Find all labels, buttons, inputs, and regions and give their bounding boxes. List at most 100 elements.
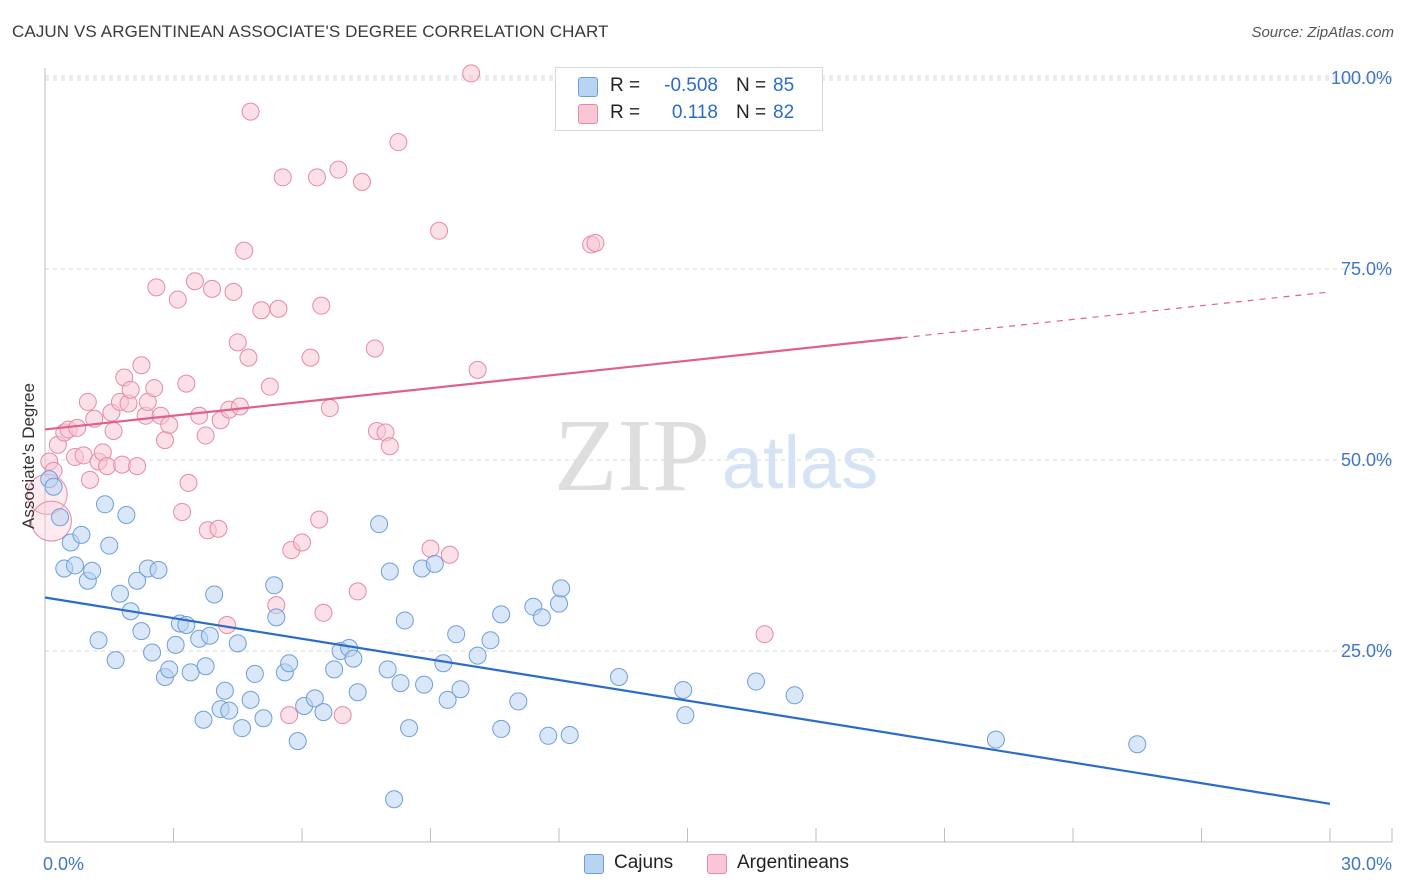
cajun-point xyxy=(425,554,444,573)
argentinean-point xyxy=(173,502,192,521)
argentinean-point xyxy=(310,510,329,529)
cajun-point xyxy=(50,508,69,527)
cajun-point xyxy=(95,495,114,514)
watermark-atlas: atlas xyxy=(722,421,878,504)
cajun-point xyxy=(325,660,344,679)
argentinean-point xyxy=(280,706,299,725)
argentinean-point xyxy=(78,392,97,411)
legend-n-label: N = xyxy=(736,75,767,96)
argentinean-point xyxy=(128,457,147,476)
argentinean-point xyxy=(430,221,449,240)
trendlines xyxy=(44,291,1331,805)
cajun-point xyxy=(378,660,397,679)
cajun-point xyxy=(481,631,500,650)
cajun-point xyxy=(1128,735,1147,754)
argentinean-point xyxy=(269,299,288,318)
argentinean-point xyxy=(301,348,320,367)
legend-r-value: 0.118 xyxy=(671,102,718,123)
argentinean-point xyxy=(307,168,326,187)
argentinean-point xyxy=(228,333,247,352)
cajun-point xyxy=(344,649,363,668)
cajun-point xyxy=(609,667,628,686)
argentinean-point xyxy=(104,421,123,440)
argentinean-point xyxy=(147,278,166,297)
cajun-point xyxy=(447,625,466,644)
legend-swatch-cajuns xyxy=(578,77,598,97)
argentinean-point xyxy=(80,470,99,489)
argentinean-point xyxy=(333,706,352,725)
x-tick-label-max: 30.0% xyxy=(1341,854,1392,874)
cajun-point xyxy=(166,635,185,654)
cajun-point xyxy=(205,585,224,604)
cajun-point xyxy=(370,515,389,534)
watermark-zip: ZIP xyxy=(554,398,710,513)
cajun-point xyxy=(181,663,200,682)
y-tick-label: 100.0% xyxy=(1331,68,1392,88)
correlation-legend: R = -0.508 N = 85 R = 0.118 N = 82 xyxy=(555,67,823,131)
series-legend: Cajuns Argentineans xyxy=(0,852,1406,878)
legend-r-label: R = xyxy=(610,102,641,123)
y-tick-label: 75.0% xyxy=(1341,259,1392,279)
argentinean-point xyxy=(586,234,605,253)
cajun-point xyxy=(220,701,239,720)
cajun-point xyxy=(245,664,264,683)
argentinean-point xyxy=(252,301,271,320)
cajun-point xyxy=(265,576,284,595)
cajun-point xyxy=(391,674,410,693)
cajun-point xyxy=(233,719,252,738)
cajun-point xyxy=(492,719,511,738)
argentinean-point xyxy=(468,360,487,379)
cajun-point xyxy=(747,672,766,691)
argentinean-point xyxy=(293,533,311,552)
cajun-point xyxy=(241,690,260,709)
cajun-point xyxy=(676,706,695,725)
argentinean-point xyxy=(179,473,198,492)
cajun-point xyxy=(560,726,579,745)
cajun-point xyxy=(83,561,102,580)
source-label: Source: ZipAtlas.com xyxy=(1251,24,1394,41)
cajun-point xyxy=(228,634,247,653)
argentinean-point xyxy=(209,519,228,538)
legend-n-value: 82 xyxy=(773,102,795,123)
cajun-point xyxy=(143,643,162,662)
argentinean-point xyxy=(421,539,440,558)
cajuns-points xyxy=(40,470,1147,809)
argentinean-point xyxy=(113,455,132,474)
argentinean-point xyxy=(380,437,399,456)
argentinean-point xyxy=(155,431,174,450)
legend-n-value: 85 xyxy=(773,75,795,96)
argentinean-point xyxy=(241,102,260,121)
cajun-point xyxy=(132,622,151,641)
cajun-point xyxy=(492,605,511,624)
x-tick-label-min: 0.0% xyxy=(43,854,84,874)
argentinean-point xyxy=(121,380,140,399)
cajun-point xyxy=(200,626,219,645)
cajun-point xyxy=(65,556,84,575)
argentinean-point xyxy=(314,603,333,622)
argentinean-point xyxy=(145,379,164,398)
legend-label-argentineans: Argentineans xyxy=(737,852,849,873)
argentinean-point xyxy=(224,282,243,301)
cajun-point xyxy=(110,584,129,603)
cajun-point xyxy=(280,654,299,673)
cajun-point xyxy=(380,562,399,581)
cajun-point xyxy=(254,709,273,728)
argentinean-point xyxy=(98,457,117,476)
argentinean-point xyxy=(132,356,151,375)
argentinean-point xyxy=(352,172,371,191)
argentinean-point xyxy=(320,399,339,418)
cajun-point xyxy=(550,594,568,613)
cajun-point xyxy=(117,506,136,525)
argentinean-point xyxy=(190,406,209,425)
cajun-point xyxy=(509,692,528,711)
cajun-point xyxy=(72,525,91,544)
legend-swatch-cajuns xyxy=(584,854,604,874)
argentinean-point xyxy=(230,397,249,416)
chart-title: CAJUN VS ARGENTINEAN ASSOCIATE'S DEGREE … xyxy=(12,22,609,41)
cajun-point xyxy=(451,680,470,699)
cajun-point xyxy=(196,657,215,676)
argentineans-trendline-extension xyxy=(901,291,1331,339)
cajun-point xyxy=(415,675,434,694)
argentineans-trendline xyxy=(44,336,902,431)
